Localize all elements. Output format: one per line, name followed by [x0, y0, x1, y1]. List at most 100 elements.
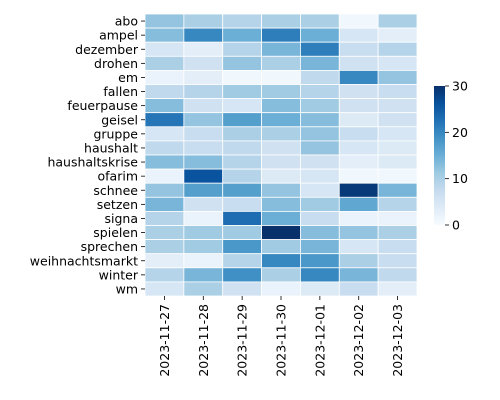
heatmap-cell [300, 196, 340, 212]
heatmap-cell [144, 126, 185, 142]
heatmap-cell [377, 239, 418, 255]
heatmap-cell [261, 267, 301, 283]
heatmap-cell [300, 154, 340, 170]
heatmap-cell [300, 84, 340, 100]
heatmap-cell [183, 168, 224, 184]
heatmap-cell [300, 182, 340, 198]
heatmap-cell [222, 168, 262, 184]
heatmap-cell [144, 267, 185, 283]
x-axis-labels: 2023-11-27 2023-11-28 2023-11-29 2023-11-30… [157, 296, 405, 377]
y-tick-label: ofarim [98, 169, 139, 184]
heatmap-cell [300, 126, 340, 142]
heatmap-cell [377, 281, 418, 297]
heatmap-cell [144, 27, 185, 43]
heatmap-cell [183, 84, 224, 100]
heatmap-cell [261, 27, 301, 43]
heatmap-cell [144, 281, 185, 297]
heatmap-cell [222, 126, 262, 142]
heatmap-cell [338, 253, 379, 269]
heatmap-cell [261, 13, 301, 29]
y-axis-labels: aboampeldezemberdrohenemfallenfeuerpause… [30, 14, 145, 296]
heatmap-cell [300, 225, 340, 241]
heatmap-cell [338, 267, 379, 283]
heatmap-cell [144, 70, 185, 85]
heatmap-cell [338, 239, 379, 255]
heatmap-cell [144, 196, 185, 212]
heatmap-cell [300, 210, 340, 226]
heatmap-cell [377, 267, 418, 283]
heatmap-cell [222, 225, 262, 241]
heatmap-cell [377, 182, 418, 198]
heatmap-cell [183, 126, 224, 142]
heatmap-cell [144, 154, 185, 170]
heatmap-cell [222, 55, 262, 71]
heatmap-cell [300, 13, 340, 29]
y-tick-label: wm [116, 281, 138, 296]
heatmap-cell [338, 41, 379, 57]
colorbar-ticks: 0 10 20 30 [445, 79, 468, 233]
heatmap-cell [144, 225, 185, 241]
heatmap-cell [377, 112, 418, 128]
heatmap-cell [300, 112, 340, 128]
heatmap-cell [338, 210, 379, 226]
heatmap-cell [183, 239, 224, 255]
heatmap-cell [377, 55, 418, 71]
y-tick-label: weihnachtsmarkt [30, 253, 138, 268]
heatmap-cell [222, 210, 262, 226]
heatmap-cell [222, 27, 262, 43]
heatmap-cell [144, 13, 185, 29]
heatmap-cell [144, 239, 185, 255]
x-tick-label: 2023-11-30 [274, 304, 289, 377]
heatmap-cell [183, 112, 224, 128]
heatmap-cell [183, 27, 224, 43]
y-tick-label: haushalt [84, 140, 138, 155]
heatmap-cell [183, 140, 224, 156]
heatmap-cell [222, 70, 262, 85]
colorbar-tick-label: 0 [452, 218, 460, 233]
heatmap-cell [144, 182, 185, 198]
heatmap-cell [144, 41, 185, 57]
heatmap-cell [183, 281, 224, 297]
heatmap-cell [338, 84, 379, 100]
y-tick-label: setzen [97, 197, 138, 212]
heatmap-cell [144, 55, 185, 71]
heatmap-cell [261, 41, 301, 57]
y-tick-label: signa [104, 211, 138, 226]
heatmap-cell [144, 210, 185, 226]
heatmap-cell [222, 182, 262, 198]
colorbar-tick-label: 10 [452, 171, 468, 186]
colorbar-tick-label: 20 [452, 125, 468, 140]
heatmap-cell [222, 13, 262, 29]
y-tick-label: feuerpause [67, 98, 138, 113]
y-tick-label: drohen [94, 56, 138, 71]
heatmap-cell [261, 70, 301, 85]
heatmap-cell [261, 55, 301, 71]
heatmap-cell [261, 154, 301, 170]
heatmap-cell [144, 84, 185, 100]
colorbar-tick-label: 30 [452, 79, 468, 94]
heatmap-cell [144, 112, 185, 128]
y-tick-label: haushaltskrise [47, 155, 138, 170]
heatmap-cell [144, 253, 185, 269]
heatmap-cell [338, 182, 379, 198]
heatmap-cell [222, 112, 262, 128]
heatmap-cell [183, 154, 224, 170]
heatmap-cell [377, 154, 418, 170]
heatmap-cell [261, 98, 301, 114]
heatmap-cell [338, 168, 379, 184]
heatmap-cell [300, 239, 340, 255]
heatmap-cell [222, 196, 262, 212]
heatmap-cell [377, 98, 418, 114]
heatmap-cell [338, 55, 379, 71]
heatmap-cell [338, 13, 379, 29]
heatmap-cell [338, 126, 379, 142]
heatmap-cell [338, 154, 379, 170]
x-tick-label: 2023-11-28 [196, 304, 211, 377]
x-tick-label: 2023-12-03 [390, 304, 405, 377]
heatmap-cell [222, 239, 262, 255]
heatmap-cell [300, 55, 340, 71]
heatmap-cell [300, 98, 340, 114]
heatmap-cell [338, 27, 379, 43]
heatmap-cell [377, 196, 418, 212]
